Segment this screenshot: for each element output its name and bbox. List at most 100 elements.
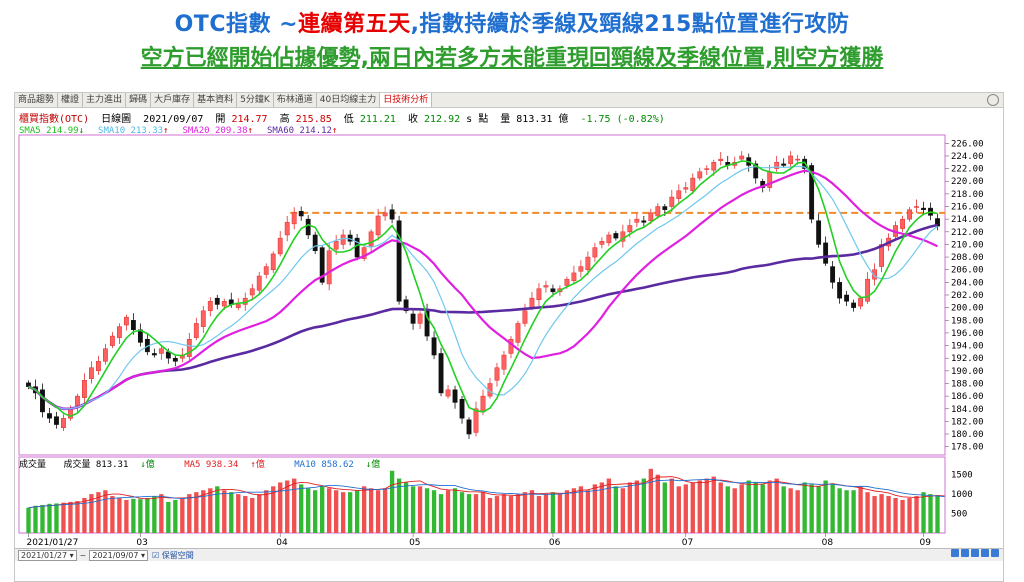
volume-bar: [914, 496, 919, 533]
volume-tick-label: 500: [951, 510, 967, 520]
volume-bar: [40, 505, 45, 533]
volume-bar: [599, 482, 605, 533]
volume-value: 813.31 億: [516, 114, 569, 125]
low-value: 211.21: [359, 114, 396, 125]
start-date-field[interactable]: 2021/01/27 ▾: [18, 549, 77, 561]
volume-bar: [809, 484, 814, 533]
tab-7[interactable]: 布林通道: [274, 93, 317, 107]
candle-body: [431, 337, 437, 356]
settings-gear-icon[interactable]: [987, 94, 999, 106]
volume-tick-label: 1500: [951, 471, 973, 481]
high-value: 215.85: [295, 114, 332, 125]
price-tick-label: 218.00: [951, 190, 984, 200]
tab-1[interactable]: 權證: [58, 93, 84, 107]
candle-body: [445, 389, 451, 397]
volume-bar: [921, 492, 926, 533]
volume-bar: [131, 498, 136, 533]
candle-body: [54, 416, 59, 425]
candle-body: [333, 241, 339, 250]
volume-bar: [704, 478, 709, 533]
candle-body: [529, 297, 535, 308]
volume-bar: [250, 498, 255, 533]
candle-body: [907, 209, 912, 220]
price-tick-label: 180.00: [951, 430, 984, 440]
volume-bar: [760, 484, 765, 533]
keep-space-button[interactable]: ☑ 保留空間: [152, 550, 194, 560]
volume-bar: [431, 490, 437, 533]
candle-body: [123, 316, 129, 326]
candle-body: [522, 310, 528, 324]
candle-body: [102, 348, 108, 362]
volume-bar: [194, 492, 199, 533]
zoom-in-icon[interactable]: [961, 549, 969, 557]
volume-bar: [494, 496, 500, 533]
candle-body: [543, 285, 549, 288]
volume-bar: [354, 490, 360, 533]
candle-body: [865, 278, 870, 302]
volume-bar: [830, 484, 835, 533]
scroll-right-icon[interactable]: [981, 549, 989, 557]
candle-body: [40, 389, 45, 413]
candle-body: [340, 234, 346, 245]
x-tick-label: 2021/01/27: [26, 538, 78, 548]
volume-bar: [124, 499, 129, 533]
scroll-left-icon[interactable]: [971, 549, 979, 557]
quote-header: 櫃買指數(OTC) 日線圖 2021/09/07 開 214.77 高 215.…: [19, 110, 665, 125]
tab-3[interactable]: 歸碼: [126, 93, 152, 107]
volume-bar: [872, 496, 877, 533]
candle-body: [305, 218, 311, 236]
volume-legend: 成交量 成交量 813.31 ↓億 MA5 938.34 ↑億 MA10 858.6…: [19, 457, 404, 470]
volume-bar: [299, 484, 304, 533]
tab-8[interactable]: 40日均線主力: [317, 93, 381, 107]
candle-body: [116, 326, 122, 338]
candle-body: [536, 288, 542, 300]
candle-body: [816, 220, 822, 245]
volume-bar: [117, 498, 122, 533]
volume-bar: [767, 480, 772, 533]
volume-bar: [278, 482, 283, 533]
tab-4[interactable]: 大戶庫存: [151, 93, 195, 107]
candle-body: [403, 299, 409, 312]
tab-5[interactable]: 基本資料: [194, 93, 238, 107]
volume-bar: [82, 498, 87, 533]
volume-bar: [424, 488, 430, 533]
tab-0[interactable]: 商品趨勢: [15, 93, 59, 107]
volume-bar: [648, 468, 653, 533]
candle-body: [564, 278, 570, 286]
candle-body: [270, 253, 276, 270]
volume-bar: [501, 494, 507, 533]
zoom-out-icon[interactable]: [951, 549, 959, 557]
volume-bar: [417, 486, 423, 533]
headline-highlight: 連續第五天: [298, 12, 411, 37]
headline-suffix: ,指數持續於季線及頸線215點位置進行攻防: [410, 12, 850, 37]
volume-bar: [285, 480, 290, 533]
candle-body: [82, 380, 87, 398]
candle-body: [648, 212, 654, 221]
volume-tick-label: 1000: [951, 490, 973, 500]
headline-line2: 空方已經開始佔據優勢,兩日內若多方未能重現回頸線及季線位置,則空方獲勝: [140, 46, 884, 71]
volume-bar: [683, 484, 688, 533]
tab-9[interactable]: 日技術分析: [380, 93, 433, 107]
candle-body: [711, 162, 717, 171]
volume-bar: [515, 494, 521, 533]
volume-bar: [781, 486, 786, 533]
close-label: 收: [407, 114, 418, 125]
volume-bar: [753, 482, 758, 533]
volume-bar: [844, 490, 849, 533]
candle-body: [858, 297, 864, 307]
candle-body: [452, 389, 458, 403]
candlestick-chart[interactable]: 226.00 224.00 222.00 220.00 218.00 216.00 214.…: [15, 93, 1003, 548]
end-date-field[interactable]: 2021/09/07 ▾: [89, 549, 149, 561]
candle-body: [284, 222, 290, 236]
tab-6[interactable]: 5分鐘K: [237, 93, 274, 107]
period-label[interactable]: 日線圖: [101, 114, 132, 125]
candle-body: [501, 354, 507, 370]
candle-body: [96, 361, 101, 372]
tab-2[interactable]: 主力進出: [83, 93, 127, 107]
candle-body: [375, 215, 381, 236]
candle-body: [361, 247, 367, 259]
candle-body: [585, 256, 591, 270]
x-tick-label: 04: [276, 538, 288, 548]
volume-bar: [375, 490, 381, 533]
settings-icon[interactable]: [991, 549, 999, 557]
